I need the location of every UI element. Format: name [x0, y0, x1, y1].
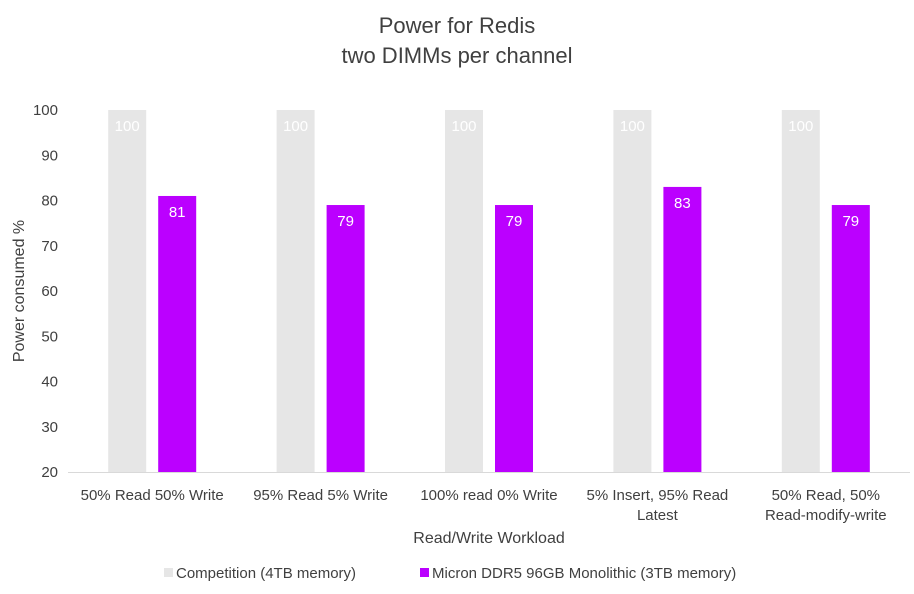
data-label-micron-2: 79 — [337, 213, 354, 230]
y-axis-ticks: 20 30 40 50 60 70 80 90 100 — [33, 102, 58, 481]
chart-title: Power for Redis two DIMMs per channel — [341, 13, 572, 68]
x-tick-label: 95% Read 5% Write — [253, 487, 388, 504]
data-label-competition-3: 100 — [451, 118, 476, 135]
x-axis-categories: 50% Read 50% Write 95% Read 5% Write 100% … — [81, 487, 887, 524]
y-tick-label: 70 — [41, 238, 58, 255]
legend-label-micron: Micron DDR5 96GB Monolithic (3TB memory) — [432, 565, 736, 582]
y-tick-label: 80 — [41, 193, 58, 210]
bar-micron-2 — [326, 205, 365, 472]
bar-competition-3 — [445, 110, 483, 472]
x-tick-label: Latest — [637, 507, 679, 524]
legend: Competition (4TB memory) Micron DDR5 96GB… — [164, 565, 736, 582]
x-tick-label: 5% Insert, 95% Read — [587, 487, 729, 504]
data-label-micron-1: 81 — [169, 204, 186, 221]
x-axis-title: Read/Write Workload — [413, 530, 564, 547]
data-label-micron-4: 83 — [674, 195, 691, 212]
bars: 100 81 100 79 100 79 100 83 100 79 — [108, 110, 870, 473]
y-tick-label: 100 — [33, 102, 58, 119]
bar-competition-1 — [108, 110, 147, 472]
bar-micron-4 — [663, 186, 702, 473]
bar-micron-3 — [495, 205, 533, 472]
data-label-competition-5: 100 — [788, 118, 813, 135]
y-tick-label: 40 — [41, 374, 58, 391]
bar-competition-4 — [613, 110, 652, 472]
x-tick-label: 50% Read, 50% — [772, 487, 880, 504]
bar-competition-5 — [781, 110, 820, 472]
x-tick-label: 100% read 0% Write — [420, 487, 557, 504]
data-label-competition-2: 100 — [283, 118, 308, 135]
x-tick-label: 50% Read 50% Write — [81, 487, 224, 504]
legend-label-competition: Competition (4TB memory) — [176, 565, 356, 582]
y-tick-label: 30 — [41, 419, 58, 436]
bar-micron-1 — [158, 195, 197, 472]
y-tick-label: 20 — [41, 464, 58, 481]
y-tick-label: 50 — [41, 328, 58, 345]
bar-competition-2 — [276, 110, 315, 472]
data-label-competition-1: 100 — [115, 118, 140, 135]
data-label-competition-4: 100 — [620, 118, 645, 135]
chart-title-line-2: two DIMMs per channel — [341, 43, 572, 68]
chart-title-line-1: Power for Redis — [379, 13, 536, 38]
legend-swatch-micron — [420, 568, 429, 577]
bar-micron-5 — [831, 205, 870, 472]
data-label-micron-5: 79 — [842, 213, 859, 230]
y-tick-label: 60 — [41, 283, 58, 300]
x-tick-label: Read-modify-write — [765, 507, 887, 524]
y-tick-label: 90 — [41, 147, 58, 164]
y-axis-title: Power consumed % — [11, 220, 28, 362]
data-label-micron-3: 79 — [506, 213, 523, 230]
legend-swatch-competition — [164, 568, 173, 577]
